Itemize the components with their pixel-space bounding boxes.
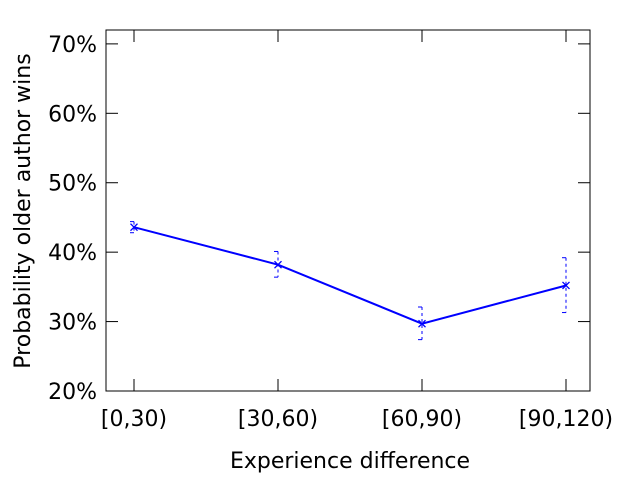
plot-frame — [105, 29, 591, 392]
x-axis: [0,30) [30,60) [60,90) [90,120) — [101, 30, 613, 432]
y-tick-label: 50% — [48, 172, 97, 197]
y-tick-label: 40% — [48, 241, 97, 266]
data-point — [130, 223, 138, 232]
x-tick-label: [60,90) — [382, 407, 462, 432]
x-tick-label: [90,120) — [519, 407, 613, 432]
series-group — [130, 221, 570, 341]
data-point — [418, 319, 426, 328]
series-line — [133, 226, 567, 325]
y-tick-label: 60% — [48, 102, 97, 127]
y-tick-label: 20% — [48, 380, 97, 405]
y-axis-label: Probability older author wins — [11, 53, 36, 368]
data-point — [562, 281, 570, 290]
x-axis-label: Experience difference — [230, 449, 470, 474]
x-tick-label: [30,60) — [238, 407, 318, 432]
data-point — [274, 260, 282, 269]
y-tick-label: 30% — [48, 311, 97, 336]
y-tick-label: 70% — [48, 33, 97, 58]
x-tick-label: [0,30) — [101, 407, 167, 432]
y-axis: 20% 30% 40% 50% 60% 70% — [48, 33, 590, 405]
